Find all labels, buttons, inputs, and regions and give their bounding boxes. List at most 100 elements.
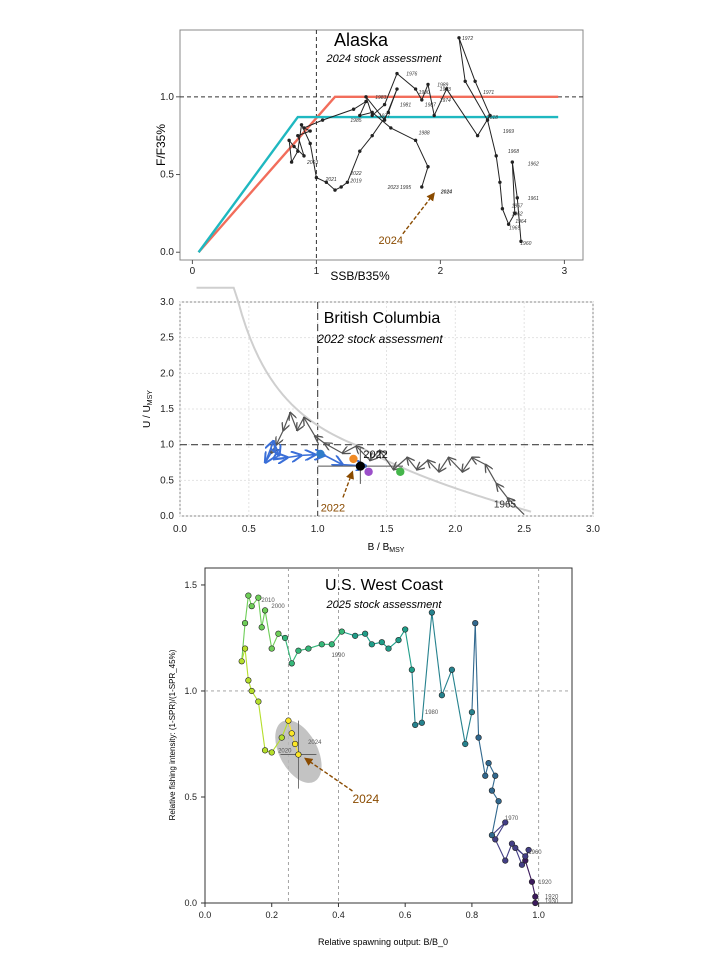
wc-trajectory-point [261,747,269,754]
wc-trajectory-segment [421,612,433,723]
bc-trajectory-segment [297,417,305,431]
wc-trajectory-point [408,666,415,673]
bc-trajectory-segment [356,446,371,461]
bc-trajectory-segment [290,413,298,431]
bc-trajectory-segment [325,443,343,454]
wc-trajectory-point [268,749,275,756]
alaska-year-label: 2024 [440,190,452,196]
alaska-year-label: 1987 [425,103,436,109]
alaska-trajectory-point [389,126,393,130]
wc-trajectory-point [255,698,262,705]
wc-trajectory-segment [284,637,293,664]
alaska-trajectory-point [370,110,374,115]
wc-trajectory-point [248,687,255,695]
alaska-trajectory-point [308,141,312,146]
alaska-plot-area: 0 1 2 30.00.51.0196019651967196219641961196… [160,30,583,277]
bc-trajectory-segment [417,459,429,469]
wc-trajectory-point [328,641,335,648]
bc-trajectory-segment [508,498,525,515]
alaska-year-label: 1981 [400,103,411,109]
bc-y-tick-label: 2.0 [160,368,174,379]
wc-trajectory-point [488,787,496,794]
wc-trajectory-point [525,846,532,854]
wc-trajectory-point [245,592,252,599]
alaska-x-axis-label: SSB/B35% [330,269,390,283]
alaska-trajectory-point [488,113,492,118]
wc-trajectory-point [288,730,295,737]
wc-trajectory-segment [494,822,506,840]
wc-trajectory-segment [244,648,249,681]
wc-year-label: 1960 [528,850,542,856]
alaska-x-tick-label: 0 [190,266,196,277]
wc-trajectory-point [468,709,476,716]
alaska-trajectory-point [413,138,418,143]
bc-y-tick-label: 1.5 [160,404,174,415]
alaska-trajectory-point [420,185,424,189]
bc-current-label: 2022 [363,449,387,461]
alaska-trajectory-point [370,113,374,118]
wc-trajectory-point [438,692,445,699]
alaska-year-label: 1962 [528,162,539,168]
alaska-year-label: 1969 [503,129,514,135]
alaska-trajectory-point [358,113,362,118]
wc-x-tick-label: 0.2 [265,910,278,920]
bc-trajectory-segment [393,457,408,470]
wc-trajectory-point [522,853,529,860]
wc-trajectory-point [241,620,249,627]
alaska-trajectory-point [339,185,343,189]
alaska-trajectory-point [515,196,519,200]
bc-x-tick-label: 0.0 [173,524,187,535]
alaska-trajectory-point [395,71,399,76]
alaska-trajectory-point [351,107,356,111]
wc-trajectory-segment [264,610,273,649]
bc-recent-trajectory-segment [273,458,288,459]
alaska-trajectory-point [296,133,300,138]
wc-trajectory-point [378,639,385,646]
alaska-trajectory-point [519,239,523,244]
bc-annotation-arrow [342,470,354,498]
wc-year-label: 2000 [271,604,285,610]
wc-trajectory-segment [491,801,500,836]
alaska-trajectory-point [299,123,304,127]
bc-y-tick-label: 2.5 [160,333,174,344]
alaska-year-label: 1973 [440,87,451,93]
wc-trajectory-segment [257,701,266,751]
alaska-year-label: 1971 [483,90,494,96]
alaska-trajectory-point [420,98,424,102]
alaska-trajectory-line [288,37,522,242]
alaska-trajectory-point [382,118,387,122]
wc-annotation-arrow [304,757,353,792]
alaska-control-rule-line [197,115,559,253]
wc-trajectory-point [482,772,489,779]
wc-trajectory-point [245,677,252,684]
alaska-year-label: 1990 [419,90,430,96]
wc-trajectory-segment [451,669,466,745]
bc-trajectory-segment [315,436,325,443]
alaska-trajectory-point [444,87,449,91]
alaska-trajectory-point [473,79,477,83]
wc-trajectory-point [291,740,299,748]
wc-trajectory-point [495,798,502,805]
alaska-x-tick-label: 3 [562,266,568,277]
wc-trajectory-point [532,899,539,907]
alaska-trajectory-point [386,110,391,115]
wc-x-tick-label: 0.6 [399,910,412,920]
wc-trajectory-point [285,717,292,724]
alaska-year-label: 1961 [528,196,539,202]
wc-trajectory-point [275,630,282,637]
wc-trajectory-point [338,628,345,635]
wc-trajectory-point [508,840,516,847]
wc-trajectory-point [532,893,539,900]
alaska-trajectory-point [370,133,374,138]
alaska-annotation-label: 2024 [379,235,403,247]
wc-trajectory-point [238,658,245,665]
bc-annotation-label: 2022 [321,502,345,514]
alaska-year-label: 1962 [512,211,523,217]
alaska-year-label: 2021 [325,177,337,183]
bc-y-tick-label: 0.5 [160,475,174,486]
wc-trajectory-point [295,647,302,654]
wc-subtitle: 2025 stock assessment [326,599,443,611]
alaska-year-label: 1974 [440,98,451,104]
alaska-y-tick-label: 0.5 [160,170,174,181]
